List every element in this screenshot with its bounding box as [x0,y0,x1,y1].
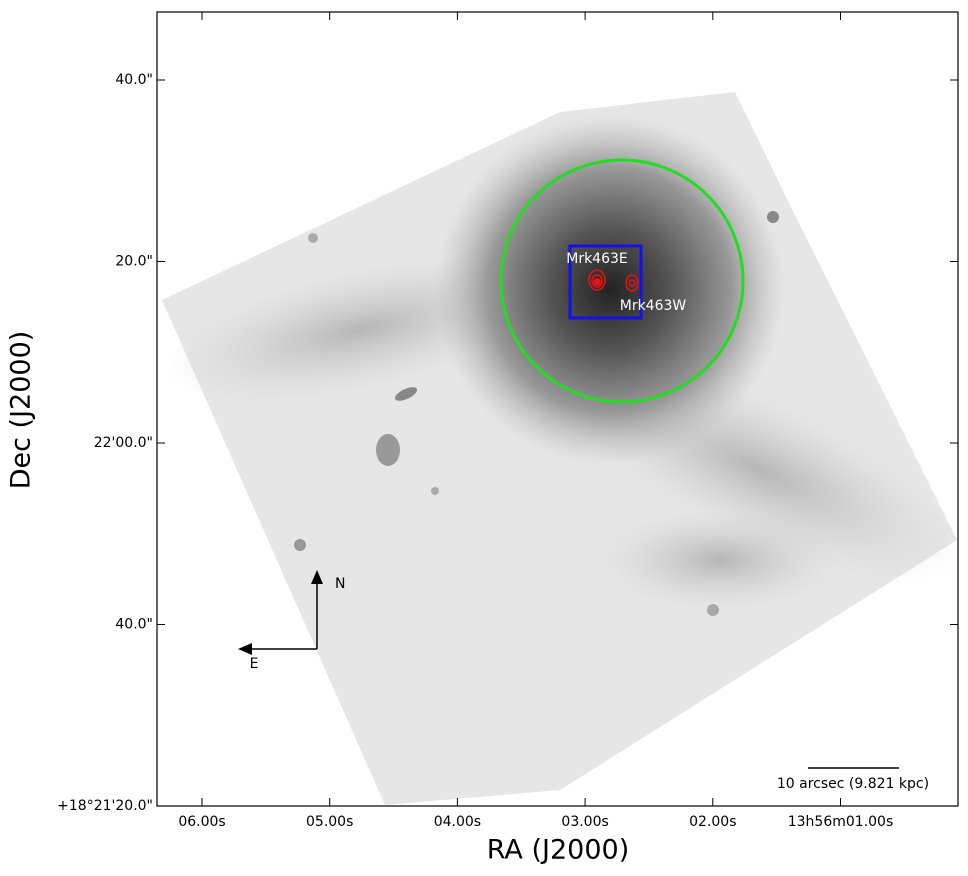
star [707,604,719,616]
source-label: Mrk463E [566,251,628,267]
star [431,487,439,495]
compass [250,582,318,650]
y-axis-label: Dec (J2000) [6,331,37,490]
galaxy-glow [435,115,785,465]
x-tick-label: 13h56m01.00s [788,814,894,830]
compass-label: N [335,576,345,592]
y-tick-label: +18°21'20.0" [57,798,153,814]
star [294,539,306,551]
x-tick-label: 02.00s [689,814,736,830]
sky-image [162,92,958,805]
y-tick-label: 40.0" [115,72,153,88]
aperture-circle [499,158,745,404]
compass-label: E [250,656,259,672]
x-tick-label: 06.00s [178,814,225,830]
plot-frame [156,11,959,807]
x-tick-label: 04.00s [434,814,481,830]
x-tick-label: 03.00s [561,814,608,830]
star [376,434,400,466]
contours [588,269,639,292]
east-arrow [238,643,252,655]
star [767,211,779,223]
field-box [568,244,643,320]
y-tick-label: 20.0" [115,254,153,270]
star [394,387,418,401]
y-tick-label: 40.0" [115,617,153,633]
star [308,233,318,243]
x-tick-label: 05.00s [306,814,353,830]
tidal-tail [600,510,840,610]
y-tick-label: 22'00.0" [94,435,153,451]
north-arrow [311,570,323,584]
scale-bar-label: 10 arcsec (9.821 kpc) [777,776,929,792]
source-label: Mrk463W [620,298,687,314]
x-axis-label: RA (J2000) [487,835,629,866]
